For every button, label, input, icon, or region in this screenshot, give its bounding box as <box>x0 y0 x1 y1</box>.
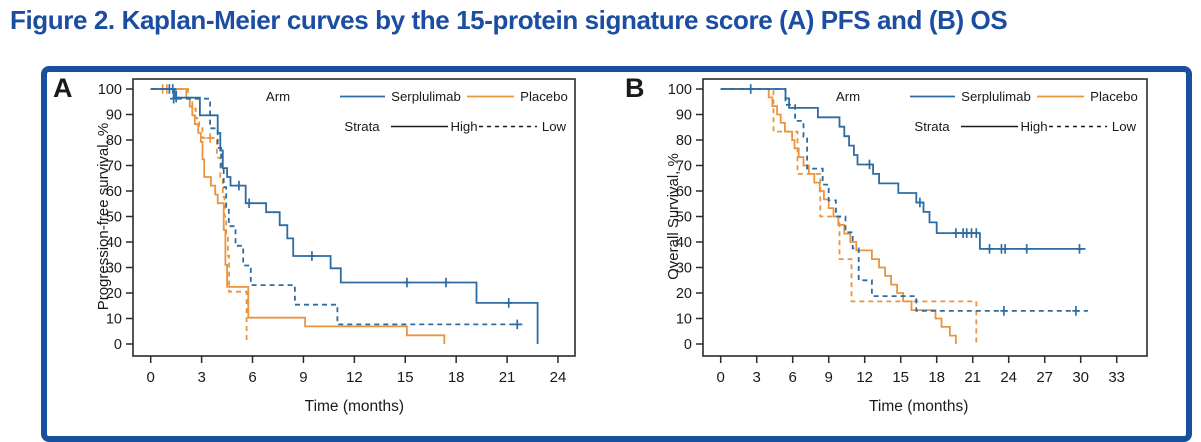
x-tick-label: 0 <box>717 369 725 386</box>
km-curve-placebo-high <box>720 88 957 344</box>
y-tick-label: 100 <box>98 82 122 98</box>
y-tick-label: 0 <box>114 337 122 353</box>
x-tick-label: 3 <box>753 369 761 386</box>
figure-title: Figure 2. Kaplan-Meier curves by the 15-… <box>10 5 1008 35</box>
x-tick-label: 15 <box>397 369 414 386</box>
panel-label-B: B <box>625 73 645 103</box>
legend: Arm Serplulimab Placebo Strata High Low <box>836 89 1138 134</box>
y-tick-label: 40 <box>106 235 122 251</box>
legend-serplulimab-label: Serplulimab <box>961 89 1031 104</box>
y-tick-label: 80 <box>676 133 692 149</box>
y-axis: 0 10 20 30 40 50 60 70 80 90 100 <box>668 82 703 353</box>
x-tick-label: 6 <box>789 369 797 386</box>
legend-placebo-label: Placebo <box>1090 89 1138 104</box>
censor-marks-serplulimab-high <box>165 84 513 308</box>
x-tick-label: 12 <box>346 369 363 386</box>
y-tick-label: 80 <box>106 133 122 149</box>
x-tick-label: 9 <box>825 369 833 386</box>
legend-arm-label: Arm <box>266 89 290 104</box>
x-tick-label: 30 <box>1072 369 1089 386</box>
y-tick-label: 30 <box>106 261 122 277</box>
legend-low-label: Low <box>1112 119 1137 134</box>
y-tick-label: 70 <box>106 159 122 175</box>
y-tick-label: 40 <box>676 235 692 251</box>
plot-frame <box>702 78 1148 357</box>
y-axis-title: Overall Survival, % <box>665 153 682 280</box>
y-axis: 0 10 20 30 40 50 60 70 80 90 100 <box>98 82 133 353</box>
x-tick-label: 27 <box>1036 369 1053 386</box>
legend-low-label: Low <box>542 119 567 134</box>
x-axis-title: Time (months) <box>869 398 968 415</box>
x-tick-label: 18 <box>448 369 465 386</box>
series-placebo-high <box>720 88 957 344</box>
y-tick-label: 100 <box>668 82 692 98</box>
panel-B: 0 10 20 30 40 50 60 70 80 90 100 0 3 6 9 12 15 18 21 24 27 30… <box>625 73 1148 415</box>
x-tick-label: 15 <box>892 369 909 386</box>
x-tick-label: 24 <box>1000 369 1017 386</box>
y-tick-label: 90 <box>106 108 122 124</box>
y-tick-label: 60 <box>106 184 122 200</box>
x-tick-label: 0 <box>147 369 155 386</box>
x-axis: 0 3 6 9 12 15 18 21 24 27 30 33 <box>717 356 1125 386</box>
x-tick-label: 24 <box>550 369 567 386</box>
legend-serplulimab-label: Serplulimab <box>391 89 461 104</box>
x-tick-label: 21 <box>964 369 981 386</box>
km-curve-serplulimab-high <box>720 88 1086 250</box>
km-curve-placebo-low <box>720 88 978 344</box>
legend-arm-label: Arm <box>836 89 860 104</box>
series-serplulimab-high <box>720 84 1086 254</box>
y-tick-label: 60 <box>676 184 692 200</box>
y-tick-label: 20 <box>676 286 692 302</box>
y-tick-label: 20 <box>106 286 122 302</box>
x-tick-label: 21 <box>499 369 516 386</box>
legend-placebo-label: Placebo <box>520 89 568 104</box>
legend-high-label: High <box>1020 119 1047 134</box>
x-tick-label: 18 <box>928 369 945 386</box>
x-axis: 0 3 6 9 12 15 18 21 24 <box>147 356 567 386</box>
y-axis-title: Progression-free survival, % <box>95 123 112 311</box>
figure-border-box <box>41 66 1192 442</box>
x-tick-label: 33 <box>1108 369 1125 386</box>
y-tick-label: 90 <box>676 108 692 124</box>
y-tick-label: 50 <box>106 210 122 226</box>
y-tick-label: 10 <box>106 312 122 328</box>
km-curve-placebo-high <box>150 88 446 344</box>
legend-high-label: High <box>450 119 477 134</box>
legend: Arm Serplulimab Placebo Strata High Low <box>266 89 568 134</box>
y-tick-label: 70 <box>676 159 692 175</box>
x-axis-title: Time (months) <box>305 398 404 415</box>
x-tick-label: 6 <box>248 369 256 386</box>
km-curve-serplulimab-low <box>150 88 523 326</box>
censor-marks-serplulimab-low <box>1000 306 1080 316</box>
legend-strata-label: Strata <box>344 119 380 134</box>
legend-strata-label: Strata <box>914 119 950 134</box>
panel-A: 0 10 20 30 40 50 60 70 80 90 100 0 3 6 9 12 15 18 21 24 Time… <box>53 73 576 415</box>
panel-label-A: A <box>53 73 73 103</box>
series-serplulimab-high <box>150 84 539 344</box>
x-tick-label: 3 <box>197 369 205 386</box>
y-tick-label: 10 <box>676 312 692 328</box>
y-tick-label: 0 <box>684 337 692 353</box>
x-tick-label: 9 <box>299 369 307 386</box>
censor-marks-serplulimab-high <box>747 84 1084 254</box>
x-tick-label: 12 <box>856 369 873 386</box>
y-tick-label: 50 <box>676 210 692 226</box>
censor-marks-placebo-low <box>206 133 214 143</box>
series-serplulimab-low <box>720 88 1088 316</box>
series-placebo-low <box>720 88 978 344</box>
y-tick-label: 30 <box>676 261 692 277</box>
